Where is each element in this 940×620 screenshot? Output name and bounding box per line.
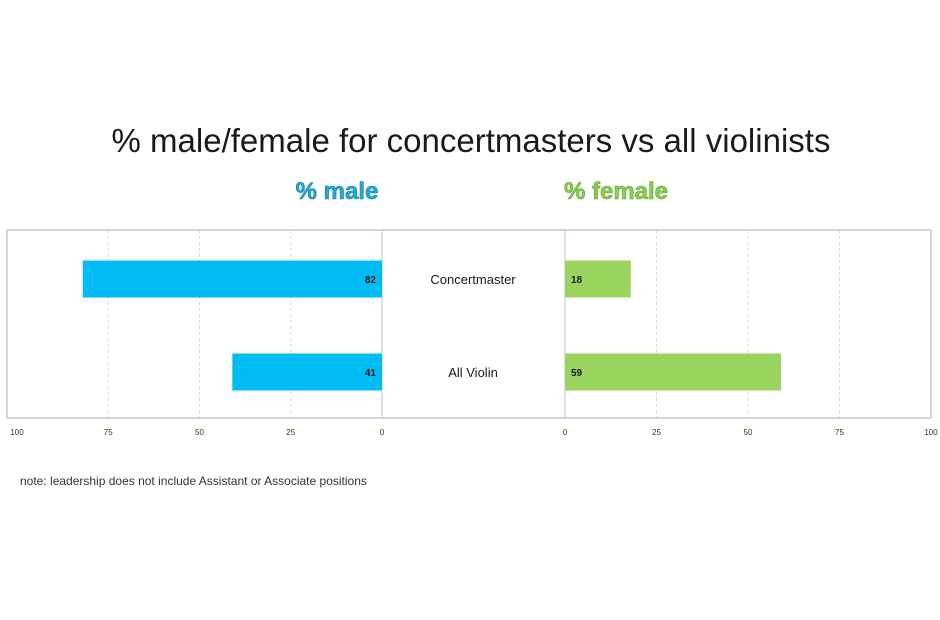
legend-female: % female	[564, 178, 668, 205]
data-label-male-1: 41	[365, 368, 377, 379]
category-labels: Concertmaster All Violin	[430, 272, 516, 380]
tick-left-50: 50	[195, 428, 204, 437]
data-label-female-1: 59	[571, 368, 583, 379]
tick-left-75: 75	[104, 428, 113, 437]
bar-male-1	[232, 353, 382, 391]
tick-left-0: 0	[380, 428, 385, 437]
tick-right-50: 50	[744, 428, 753, 437]
tick-right-25: 25	[652, 428, 661, 437]
tick-right-0: 0	[563, 428, 568, 437]
footnote: note: leadership does not include Assist…	[20, 474, 367, 488]
chart-title: % male/female for concertmasters vs all …	[112, 122, 831, 159]
category-label-0: Concertmaster	[430, 272, 516, 287]
data-label-male-0: 82	[365, 275, 377, 286]
legend-male: % male	[296, 178, 379, 205]
tick-right-75: 75	[835, 428, 844, 437]
tick-right-100: 100	[924, 428, 938, 437]
data-label-female-0: 18	[571, 275, 583, 286]
bar-female-0	[565, 260, 631, 298]
bar-male-0	[82, 260, 382, 298]
bars: 82 18 41 59	[82, 260, 781, 391]
tick-left-25: 25	[286, 428, 295, 437]
tick-labels: 100 75 50 25 0 0 25 50 75 100	[10, 428, 938, 437]
category-label-1: All Violin	[448, 365, 498, 380]
bar-female-1	[565, 353, 781, 391]
tick-left-100: 100	[10, 428, 24, 437]
plot-frame	[6, 229, 932, 419]
